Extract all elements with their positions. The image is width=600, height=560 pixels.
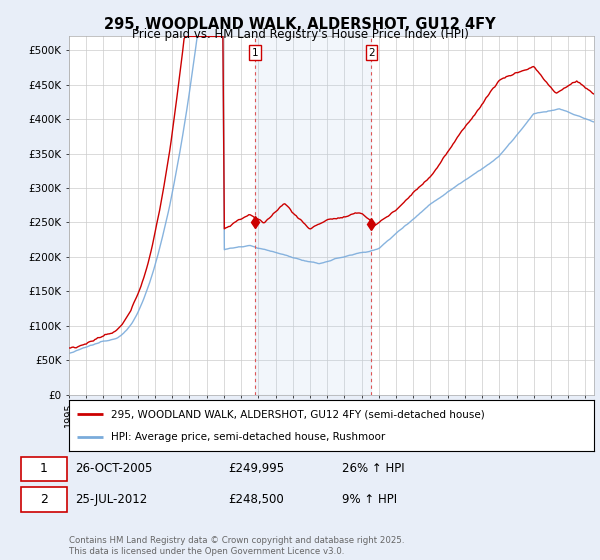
Text: 9% ↑ HPI: 9% ↑ HPI xyxy=(342,493,397,506)
Text: HPI: Average price, semi-detached house, Rushmoor: HPI: Average price, semi-detached house,… xyxy=(111,432,385,442)
FancyBboxPatch shape xyxy=(21,487,67,512)
Text: Price paid vs. HM Land Registry's House Price Index (HPI): Price paid vs. HM Land Registry's House … xyxy=(131,28,469,41)
Bar xyxy=(255,36,371,395)
Text: £248,500: £248,500 xyxy=(228,493,284,506)
Text: 1: 1 xyxy=(40,463,48,475)
Text: 25-JUL-2012: 25-JUL-2012 xyxy=(75,493,147,506)
Text: 295, WOODLAND WALK, ALDERSHOT, GU12 4FY (semi-detached house): 295, WOODLAND WALK, ALDERSHOT, GU12 4FY … xyxy=(111,409,485,419)
Text: 295, WOODLAND WALK, ALDERSHOT, GU12 4FY: 295, WOODLAND WALK, ALDERSHOT, GU12 4FY xyxy=(104,17,496,32)
Text: £249,995: £249,995 xyxy=(228,463,284,475)
Text: 2: 2 xyxy=(40,493,48,506)
Text: 1: 1 xyxy=(252,48,259,58)
Text: Contains HM Land Registry data © Crown copyright and database right 2025.
This d: Contains HM Land Registry data © Crown c… xyxy=(69,536,404,556)
Text: 26-OCT-2005: 26-OCT-2005 xyxy=(75,463,152,475)
Text: 26% ↑ HPI: 26% ↑ HPI xyxy=(342,463,404,475)
Text: 2: 2 xyxy=(368,48,375,58)
FancyBboxPatch shape xyxy=(21,456,67,481)
